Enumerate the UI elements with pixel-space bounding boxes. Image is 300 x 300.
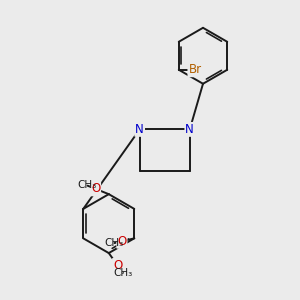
Text: O: O (113, 259, 122, 272)
Text: CH₃: CH₃ (114, 268, 133, 278)
Text: N: N (135, 123, 144, 136)
Text: O: O (91, 182, 100, 195)
Text: Br: Br (188, 63, 202, 76)
Text: CH₃: CH₃ (77, 180, 97, 190)
Text: N: N (185, 123, 194, 136)
Text: O: O (117, 235, 127, 248)
Text: CH₃: CH₃ (104, 238, 124, 248)
